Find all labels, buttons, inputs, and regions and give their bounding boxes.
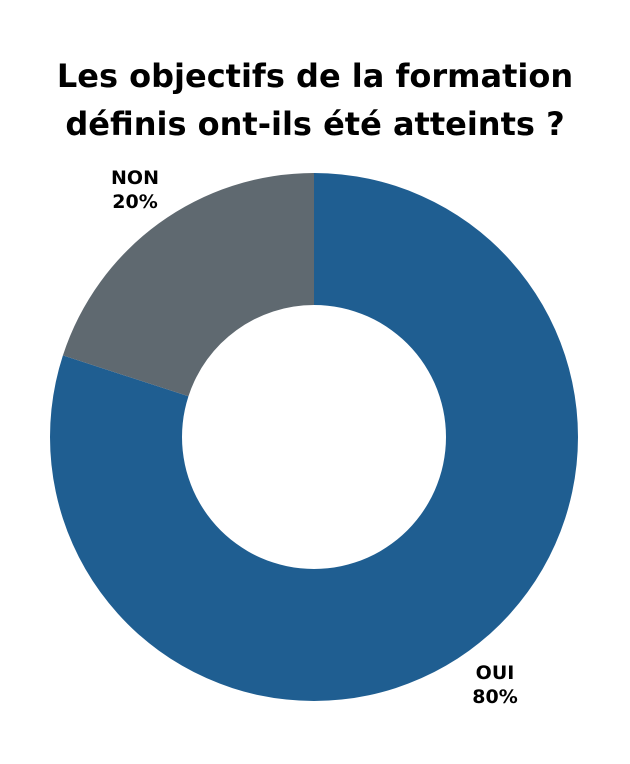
slice-non xyxy=(62,173,314,397)
label-non: NON 20% xyxy=(111,167,159,213)
label-oui: OUI 80% xyxy=(472,662,518,708)
slice-oui xyxy=(50,173,579,701)
title-line-2: définis ont-ils été atteints ? xyxy=(65,105,565,143)
title-line-1: Les objectifs de la formation xyxy=(56,57,574,95)
chart-title: Les objectifs de la formation définis ont… xyxy=(0,52,630,148)
